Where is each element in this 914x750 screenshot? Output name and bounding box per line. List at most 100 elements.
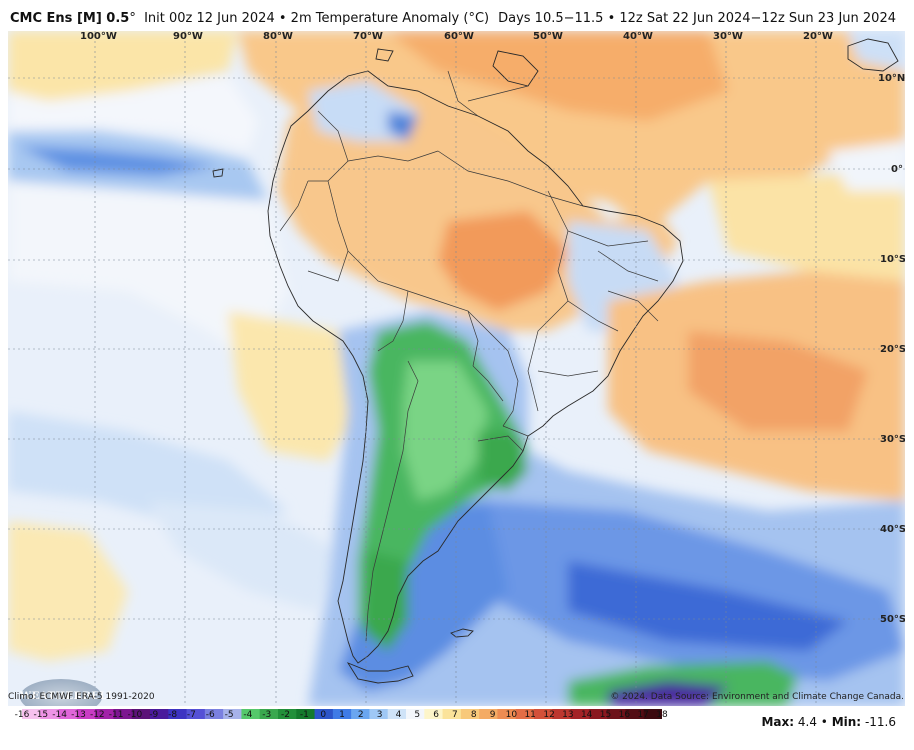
colorbar-swatch xyxy=(204,709,224,719)
colorbar-tick-label: -15 xyxy=(33,710,49,720)
colorbar-swatch xyxy=(259,709,279,719)
colorbar-swatch xyxy=(570,709,590,719)
colorbar-swatch xyxy=(278,709,297,719)
model-name: CMC Ens [M] 0.5 xyxy=(10,11,130,26)
lat-label-10n: 10°N xyxy=(878,73,905,84)
colorbar-tick-label: 4 xyxy=(395,710,402,720)
colorbar-swatch xyxy=(588,709,608,719)
colorbar-swatch xyxy=(58,709,78,719)
colorbar-swatch xyxy=(40,709,60,719)
colorbar-swatch xyxy=(150,709,169,719)
colorbar-swatch xyxy=(22,709,41,719)
lat-label-0: 0° xyxy=(891,164,903,175)
lon-label-90w: 90°W xyxy=(173,31,203,42)
max-label: Max: xyxy=(761,715,795,729)
colorbar-labels: -16 -15 -14 -13 -12 -11 -10 -9 -8 -7 -6 -5 -4 -3 -2 -1 0… xyxy=(15,710,668,722)
colorbar-swatch xyxy=(113,709,133,719)
colorbar-tick-label: -11 xyxy=(108,710,124,720)
colorbar-swatch xyxy=(168,709,188,719)
model-degree: ° xyxy=(129,11,136,26)
colorbar-swatch xyxy=(515,709,535,719)
colorbar-swatch xyxy=(625,709,645,719)
colorbar-swatch xyxy=(95,709,114,719)
colorbar-tick-label: -16 xyxy=(14,710,30,720)
copyright-note: © 2024. Data Source: Environment and Cli… xyxy=(610,692,904,702)
lat-label-10s: 10°S xyxy=(880,254,905,265)
stats-bullet: • xyxy=(820,715,828,729)
temperature-anomaly-map[interactable]: 100°W 90°W 80°W 70°W 60°W 50°W 40°W 30°W… xyxy=(8,31,905,706)
colorbar-swatch xyxy=(643,709,662,719)
country-borders xyxy=(279,70,659,642)
colorbar-swatch xyxy=(314,709,334,719)
map-canvas xyxy=(8,31,905,706)
colorbar-swatch xyxy=(406,709,425,719)
lon-label-50w: 50°W xyxy=(533,31,563,42)
colorbar-swatch xyxy=(607,709,626,719)
colorbar-swatch xyxy=(332,709,352,719)
colorbar-tick-label: 8 xyxy=(470,710,477,720)
colorbar-swatch xyxy=(442,709,462,719)
colorbar-swatch xyxy=(223,709,242,719)
colorbar-tick-label: 2 xyxy=(357,710,364,720)
lon-label-20w: 20°W xyxy=(803,31,833,42)
colorbar-tick-label: 13 xyxy=(562,710,574,720)
colorbar-tick-label: -7 xyxy=(186,710,196,720)
variable-name: 2m Temperature Anomaly (°C) xyxy=(290,11,490,26)
valid-time: Days 10.5−11.5 • 12z Sat 22 Jun 2024−12z… xyxy=(498,11,896,26)
lat-label-20s: 20°S xyxy=(880,344,905,355)
colorbar-tick-label: 3 xyxy=(376,710,383,720)
colorbar xyxy=(22,709,662,719)
lon-label-40w: 40°W xyxy=(623,31,653,42)
title-separator: • xyxy=(278,11,287,26)
colorbar-tick-label: 12 xyxy=(543,710,555,720)
colorbar-tick-label: -4 xyxy=(243,710,253,720)
lat-label-40s: 40°S xyxy=(880,524,905,535)
colorbar-tick-label: 14 xyxy=(580,710,593,720)
lon-label-30w: 30°W xyxy=(713,31,743,42)
colorbar-swatch xyxy=(424,709,444,719)
colorbar-tick-label: -3 xyxy=(262,710,272,720)
colorbar-swatch xyxy=(497,709,517,719)
colorbar-tick-label: -9 xyxy=(149,710,159,720)
colorbar-tick-label: -6 xyxy=(205,710,215,720)
colorbar-tick-label: 1 xyxy=(339,710,345,720)
colorbar-swatch xyxy=(534,709,553,719)
lon-label-100w: 100°W xyxy=(80,31,117,42)
colorbar-tick-label: -10 xyxy=(127,710,143,720)
lon-label-60w: 60°W xyxy=(444,31,474,42)
colorbar-tick-label: 17 xyxy=(637,710,649,720)
colorbar-tick-label: 5 xyxy=(414,710,421,720)
colorbar-tick-label: 0 xyxy=(320,710,327,720)
colorbar-swatch xyxy=(460,709,480,719)
colorbar-swatch xyxy=(387,709,407,719)
colorbar-swatch xyxy=(296,709,316,719)
colorbar-tick-label: -12 xyxy=(89,710,105,720)
colorbar-swatch xyxy=(351,709,370,719)
colorbar-tick-label: 6 xyxy=(433,710,439,720)
colorbar-swatch xyxy=(479,709,498,719)
colorbar-swatch xyxy=(76,709,96,719)
colorbar-swatch xyxy=(131,709,151,719)
weatherbell-logo: WEATHERBELL xyxy=(20,679,114,706)
min-value: -11.6 xyxy=(864,715,896,729)
colorbar-tick-label: 15 xyxy=(599,710,612,720)
header: CMC Ens [M] 0.5° Init 00z 12 Jun 2024 • … xyxy=(0,0,914,30)
climo-note: Climo: ECMWF ERA-5 1991-2020 xyxy=(8,692,155,702)
stats: Max: 4.4 • Min: -11.6 xyxy=(761,715,896,729)
min-label: Min: xyxy=(831,715,862,729)
colorbar-tick-label: -2 xyxy=(281,710,290,720)
colorbar-tick-label: 11 xyxy=(524,710,536,720)
max-value: 4.4 xyxy=(797,715,817,729)
colorbar-tick-label: 9 xyxy=(489,710,496,720)
init-time: Init 00z 12 Jun 2024 xyxy=(144,11,275,26)
lat-label-50s: 50°S xyxy=(880,614,905,625)
colorbar-tick-label: 16 xyxy=(618,710,631,720)
map-title: CMC Ens [M] 0.5° Init 00z 12 Jun 2024 • … xyxy=(10,11,489,26)
colorbar-tick-label: 18 xyxy=(656,710,668,720)
colorbar-tick-label: 7 xyxy=(452,710,458,720)
colorbar-swatch xyxy=(186,709,206,719)
colorbar-swatch xyxy=(241,709,261,719)
lon-label-80w: 80°W xyxy=(263,31,293,42)
lon-label-70w: 70°W xyxy=(353,31,383,42)
colorbar-tick-label: 10 xyxy=(505,710,518,720)
